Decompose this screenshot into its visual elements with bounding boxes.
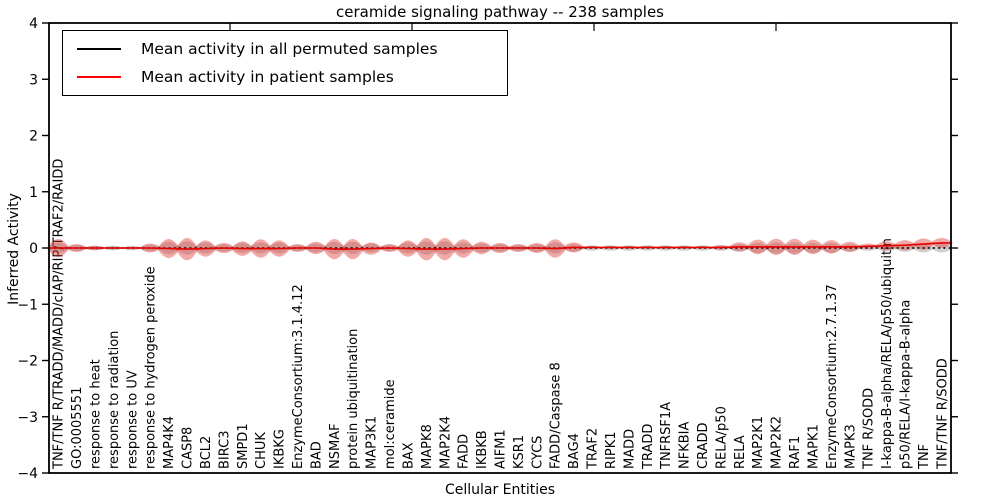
x-tick-label: MADD — [622, 429, 637, 469]
x-tick-label: AIFM1 — [494, 429, 509, 469]
x-tick-label: GO:0005551 — [70, 387, 85, 469]
violin-permuted — [415, 241, 438, 255]
x-tick-label: MAPK3 — [843, 424, 858, 469]
y-tick-label: 2 — [29, 129, 38, 145]
y-tick-label: −2 — [17, 354, 38, 370]
x-tick-label: RIPK1 — [604, 431, 619, 469]
x-tick-label: BAG4 — [567, 433, 582, 469]
x-tick-label: BAD — [309, 441, 324, 469]
violin-permuted — [930, 243, 954, 253]
mean-line-patient — [49, 242, 951, 250]
y-tick-label: −4 — [17, 466, 38, 482]
x-tick-label: MAP3K1 — [365, 416, 380, 469]
x-tick-label: CASP8 — [181, 427, 196, 469]
y-tick-label: −1 — [17, 297, 38, 313]
x-tick-label: TRADD — [641, 424, 656, 470]
x-tick-label: NFKBIA — [678, 422, 693, 469]
x-tick-label: TRAF2 — [586, 428, 601, 470]
y-tick-label: −3 — [17, 410, 38, 426]
legend-item: Mean activity in all permuted samples — [63, 40, 507, 58]
legend-label-patient: Mean activity in patient samples — [141, 67, 394, 86]
x-axis-label: Cellular Entities — [444, 482, 556, 498]
x-tick-label: CHUK — [254, 432, 269, 469]
x-tick-label: p50/RELA/I-kappa-B-alpha — [899, 300, 914, 469]
y-tick-label: 4 — [29, 16, 38, 32]
x-tick-label: TNFRSF1A — [659, 402, 674, 470]
violin-permuted — [819, 242, 843, 254]
x-tick-label: FADD/Caspase 8 — [549, 362, 564, 469]
x-tick-label: I-kappa-B-alpha/RELA/p50/ubiquitin — [880, 238, 895, 469]
x-tick-label: TNF/TNF R/TRADD/MADD/cIAP/RIP/TRAF2/RAID… — [52, 159, 67, 470]
x-tick-label: RELA — [733, 435, 748, 469]
legend-line-permuted-icon — [77, 48, 121, 51]
x-tick-label: response to UV — [125, 370, 140, 469]
x-tick-label: MAPK1 — [806, 424, 821, 469]
x-tick-label: BIRC3 — [217, 431, 232, 470]
y-tick-label: 3 — [29, 72, 38, 88]
y-axis-label: Inferred Activity — [6, 193, 22, 305]
x-tick-label: response to heat — [89, 359, 104, 469]
x-tick-label: TNF — [917, 444, 932, 470]
x-tick-label: EnzymeConsortium:2.7.1.37 — [825, 284, 840, 469]
x-tick-label: response to radiation — [107, 331, 122, 469]
x-tick-label: CRADD — [696, 423, 711, 470]
violin-permuted — [801, 242, 825, 254]
x-tick-label: CYCS — [530, 436, 545, 469]
x-tick-label: RAF1 — [788, 436, 803, 469]
chart-title: ceramide signaling pathway -- 238 sample… — [335, 3, 664, 21]
violin-permuted — [727, 244, 751, 252]
x-tick-label: MAPK8 — [420, 424, 435, 469]
legend: Mean activity in all permuted samples Me… — [62, 30, 508, 96]
x-tick-label: TNF R/SODD — [862, 388, 877, 470]
y-tick-label: 1 — [29, 185, 38, 201]
x-tick-label: TNF/TNF R/SODD — [935, 358, 950, 470]
x-tick-label: MAP4K4 — [162, 416, 177, 469]
violin-permuted — [764, 242, 788, 254]
x-tick-label: mol:ceramide — [383, 379, 398, 469]
legend-item: Mean activity in patient samples — [63, 68, 507, 86]
legend-line-patient-icon — [77, 75, 121, 78]
x-tick-label: BCL2 — [199, 436, 214, 469]
x-tick-label: IKBKB — [475, 430, 490, 469]
legend-label-permuted: Mean activity in all permuted samples — [141, 40, 438, 59]
y-tick-label: 0 — [29, 241, 38, 257]
violin-permuted — [322, 241, 346, 255]
x-tick-label: KSR1 — [512, 435, 527, 469]
violin-permuted — [175, 241, 199, 255]
x-tick-label: FADD — [457, 434, 472, 469]
x-tick-label: SMPD1 — [236, 423, 251, 469]
x-tick-label: NSMAF — [328, 423, 343, 469]
x-tick-label: BAX — [402, 442, 417, 469]
x-tick-label: RELA/p50 — [714, 406, 729, 469]
x-tick-label: response to hydrogen peroxide — [144, 266, 159, 469]
x-tick-label: MAP2K4 — [438, 416, 453, 469]
x-tick-label: IKBKG — [273, 429, 288, 469]
x-tick-label: MAP2K2 — [770, 416, 785, 469]
x-tick-label: EnzymeConsortium:3.1.4.12 — [291, 284, 306, 469]
violin-permuted — [341, 241, 365, 255]
x-tick-label: MAP2K1 — [751, 416, 766, 469]
x-tick-label: protein ubiquitination — [346, 329, 361, 469]
